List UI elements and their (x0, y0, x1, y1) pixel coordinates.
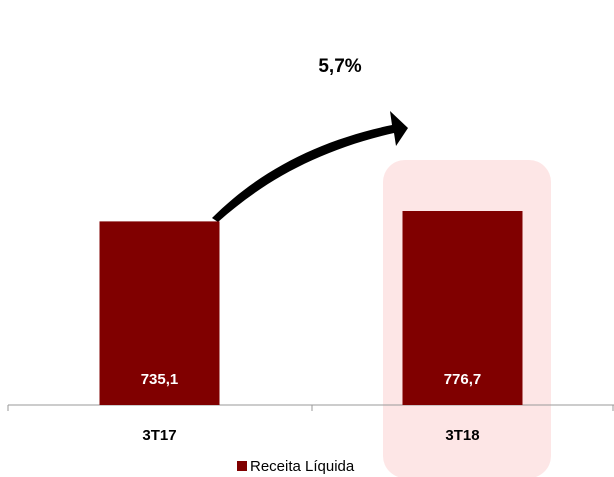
bar (402, 211, 523, 405)
value-label: 776,7 (444, 371, 482, 388)
legend-label: Receita Líquida (250, 458, 355, 475)
x-tick-label: 3T18 (445, 427, 479, 444)
legend-swatch (237, 461, 247, 471)
bar (99, 221, 220, 405)
growth-label: 5,7% (318, 56, 361, 77)
growth-arrow (212, 111, 408, 222)
value-label: 735,1 (141, 371, 179, 388)
x-tick-label: 3T17 (142, 427, 176, 444)
